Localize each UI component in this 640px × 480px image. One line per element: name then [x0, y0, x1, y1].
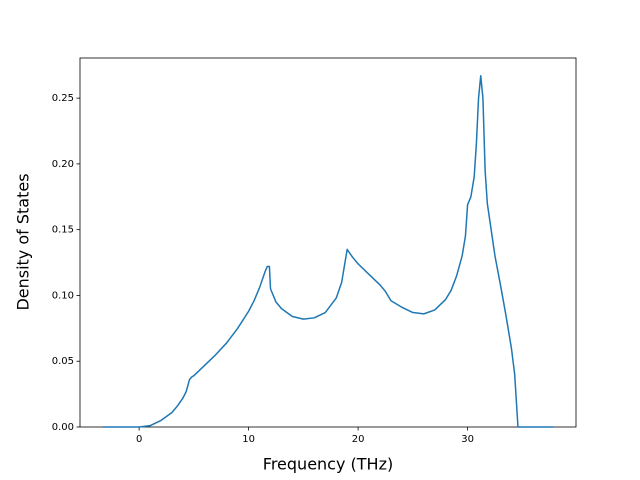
y-tick-label: 0.00 [52, 422, 74, 433]
y-axis-label: Density of States [14, 173, 33, 310]
line-series [102, 75, 554, 428]
y-tick-label: 0.05 [52, 356, 74, 367]
x-axis-label: Frequency (THz) [263, 455, 393, 474]
y-tick-label: 0.20 [52, 159, 74, 170]
y-tick-label: 0.10 [52, 290, 74, 301]
x-tick-label: 0 [136, 434, 142, 445]
x-tick-label: 20 [352, 434, 365, 445]
y-tick-label: 0.15 [52, 225, 74, 236]
x-tick-label: 30 [461, 434, 474, 445]
x-tick-label: 10 [242, 434, 255, 445]
plot-frame [79, 57, 577, 428]
y-tick-label: 0.25 [52, 93, 74, 104]
